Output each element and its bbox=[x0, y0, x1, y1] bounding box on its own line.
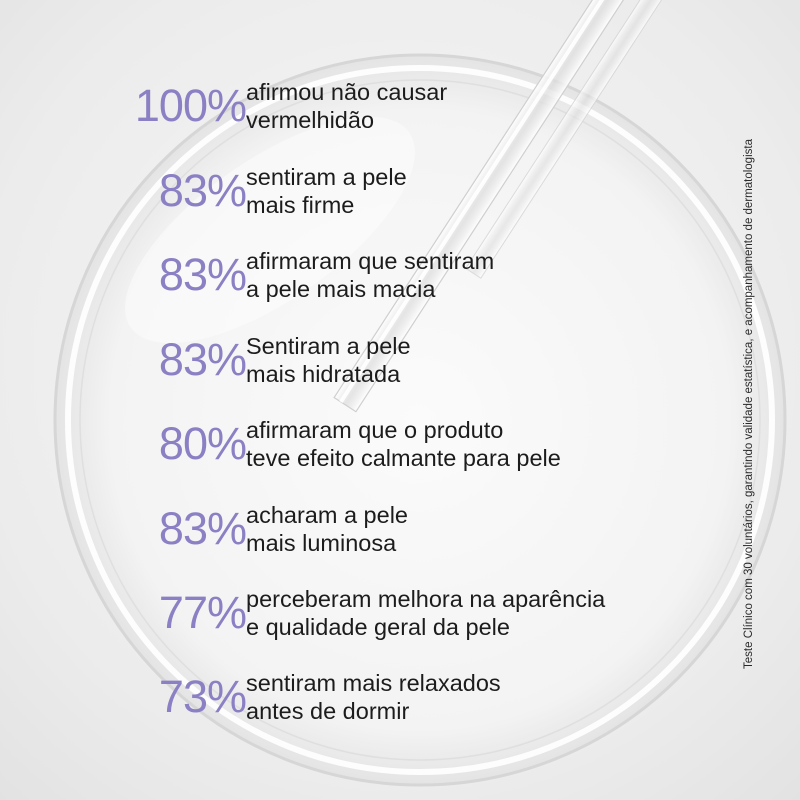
stat-description-line: antes de dormir bbox=[246, 698, 410, 724]
stat-description-line: sentiram mais relaxados bbox=[246, 670, 501, 696]
stat-description-line: mais luminosa bbox=[246, 530, 397, 556]
stat-description-line: afirmaram que sentiram bbox=[246, 248, 495, 274]
stat-row: 77% perceberam melhora na aparência e qu… bbox=[0, 583, 720, 643]
stat-description-line: mais firme bbox=[246, 192, 355, 218]
stat-percent: 83% bbox=[158, 165, 247, 216]
stat-description: acharam a pele mais luminosa bbox=[246, 501, 408, 557]
stat-row: 83% Sentiram a pele mais hidratada bbox=[0, 330, 720, 390]
stat-percent: 100% bbox=[134, 80, 247, 131]
stat-percent: 83% bbox=[158, 249, 247, 300]
stat-description: sentiram mais relaxados antes de dormir bbox=[246, 669, 501, 725]
stat-row: 80% afirmaram que o produto teve efeito … bbox=[0, 414, 720, 474]
stat-percent: 83% bbox=[158, 334, 247, 385]
stat-description-line: e qualidade geral da pele bbox=[246, 614, 510, 640]
stat-description-line: a pele mais macia bbox=[246, 276, 436, 302]
stat-description-line: vermelhidão bbox=[246, 107, 375, 133]
stat-percent: 73% bbox=[158, 671, 247, 722]
stat-row: 83% afirmaram que sentiram a pele mais m… bbox=[0, 245, 720, 305]
stat-description: afirmaram que o produto teve efeito calm… bbox=[246, 416, 561, 472]
stat-description: Sentiram a pele mais hidratada bbox=[246, 332, 411, 388]
stat-row: 83% acharam a pele mais luminosa bbox=[0, 499, 720, 559]
stat-description: perceberam melhora na aparência e qualid… bbox=[246, 585, 605, 641]
stat-description-line: mais hidratada bbox=[246, 361, 401, 387]
stat-row: 73% sentiram mais relaxados antes de dor… bbox=[0, 667, 720, 727]
stat-description-line: acharam a pele bbox=[246, 502, 408, 528]
study-footnote: Teste Clínico com 30 voluntários, garant… bbox=[743, 139, 755, 669]
stat-percent: 83% bbox=[158, 503, 247, 554]
stats-list: 100% afirmou não causar vermelhidão 83% … bbox=[0, 76, 720, 727]
stat-description: afirmaram que sentiram a pele mais macia bbox=[246, 247, 494, 303]
stat-row: 100% afirmou não causar vermelhidão bbox=[0, 76, 720, 136]
stat-description: sentiram a pele mais firme bbox=[246, 163, 407, 219]
stat-percent: 77% bbox=[158, 587, 247, 638]
stat-description-line: afirmaram que o produto bbox=[246, 417, 504, 443]
stat-percent: 80% bbox=[158, 418, 247, 469]
stat-row: 83% sentiram a pele mais firme bbox=[0, 161, 720, 221]
stat-description-line: Sentiram a pele bbox=[246, 333, 411, 359]
stat-description: afirmou não causar vermelhidão bbox=[246, 78, 447, 134]
stat-description-line: afirmou não causar bbox=[246, 79, 448, 105]
stat-description-line: sentiram a pele bbox=[246, 164, 407, 190]
stat-description-line: perceberam melhora na aparência bbox=[246, 586, 606, 612]
stat-description-line: teve efeito calmante para pele bbox=[246, 445, 561, 471]
